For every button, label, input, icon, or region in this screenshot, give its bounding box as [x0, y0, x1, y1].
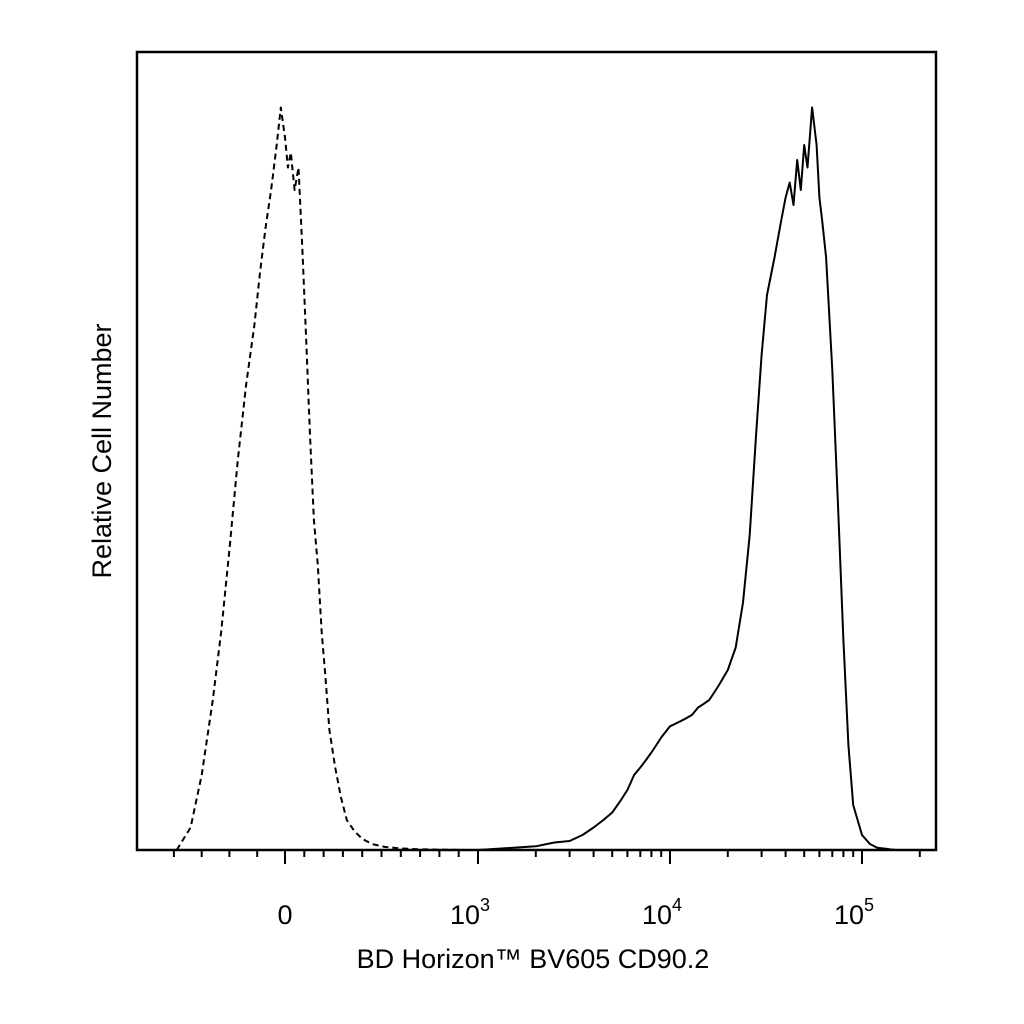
x-tick-label: 0 — [277, 900, 292, 930]
x-axis-ticks — [172, 850, 921, 864]
series-layer — [175, 106, 896, 851]
x-axis-tick-labels: 0 103 104 105 — [277, 895, 874, 930]
plot-frame — [135, 50, 938, 852]
x-tick-label: 105 — [834, 895, 874, 930]
dashed-histogram-line — [175, 106, 479, 851]
x-tick-label: 103 — [450, 895, 490, 930]
x-axis-label: BD Horizon™ BV605 CD90.2 — [357, 944, 710, 974]
solid-histogram-line — [477, 106, 896, 851]
y-axis-label: Relative Cell Number — [87, 323, 117, 578]
x-tick-label: 104 — [642, 895, 682, 930]
